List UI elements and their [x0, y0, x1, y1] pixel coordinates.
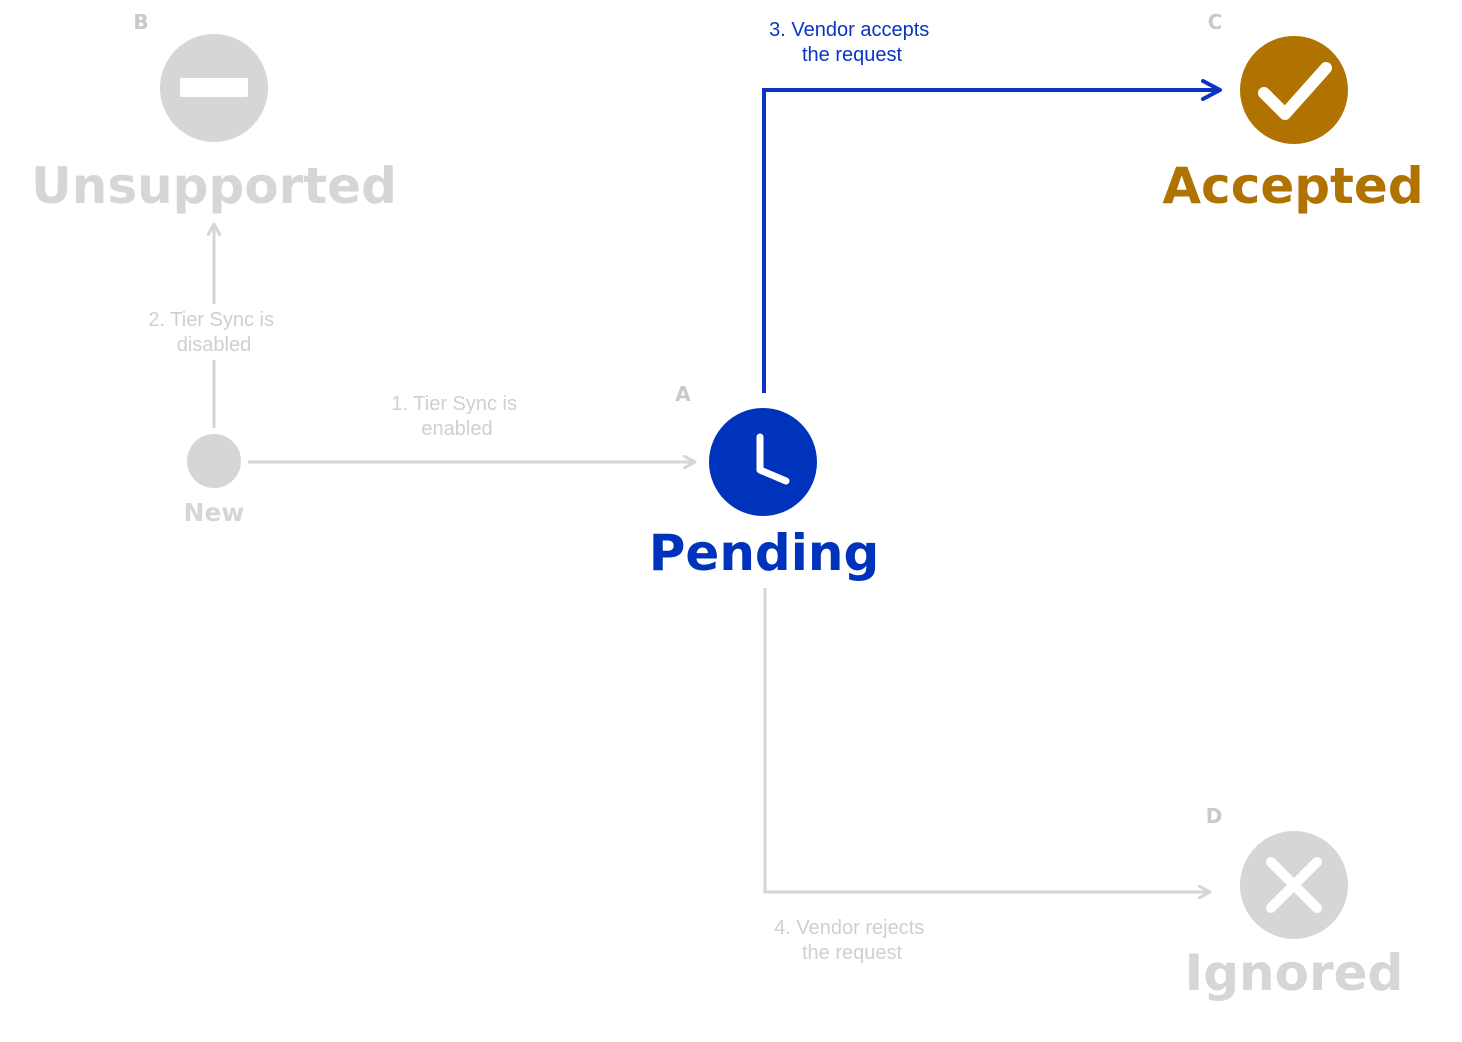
- state-ignored-label: Ignored: [1185, 944, 1404, 1002]
- state-new: New: [184, 434, 245, 527]
- edge-label-2: 2. Tier Sync is disabled: [148, 309, 279, 356]
- state-unsupported-letter: B: [133, 10, 148, 34]
- edge-pending-to-accepted: [762, 79, 1222, 393]
- state-accepted-label: Accepted: [1162, 157, 1423, 215]
- edge-label-3: 3. Vendor accepts the request: [769, 19, 935, 66]
- state-unsupported-label: Unsupported: [31, 157, 397, 215]
- new-node-dot: [187, 434, 241, 488]
- state-unsupported: B Unsupported: [31, 10, 397, 215]
- state-ignored: D Ignored: [1185, 804, 1404, 1002]
- minus-icon: [160, 34, 268, 142]
- edge-label-1: 1. Tier Sync is enabled: [391, 393, 522, 440]
- check-icon: [1240, 36, 1348, 144]
- edge-pending-to-ignored: [763, 588, 1210, 892]
- state-ignored-letter: D: [1206, 804, 1223, 828]
- state-pending-label: Pending: [649, 524, 879, 582]
- state-accepted-letter: C: [1208, 10, 1223, 34]
- edge-label-4: 4. Vendor rejects the request: [774, 917, 930, 964]
- state-pending-letter: A: [675, 382, 691, 406]
- state-new-label: New: [184, 498, 245, 527]
- state-pending: A Pending: [649, 382, 879, 582]
- clock-icon: [709, 408, 817, 516]
- state-accepted: C Accepted: [1162, 10, 1423, 215]
- x-icon: [1240, 831, 1348, 939]
